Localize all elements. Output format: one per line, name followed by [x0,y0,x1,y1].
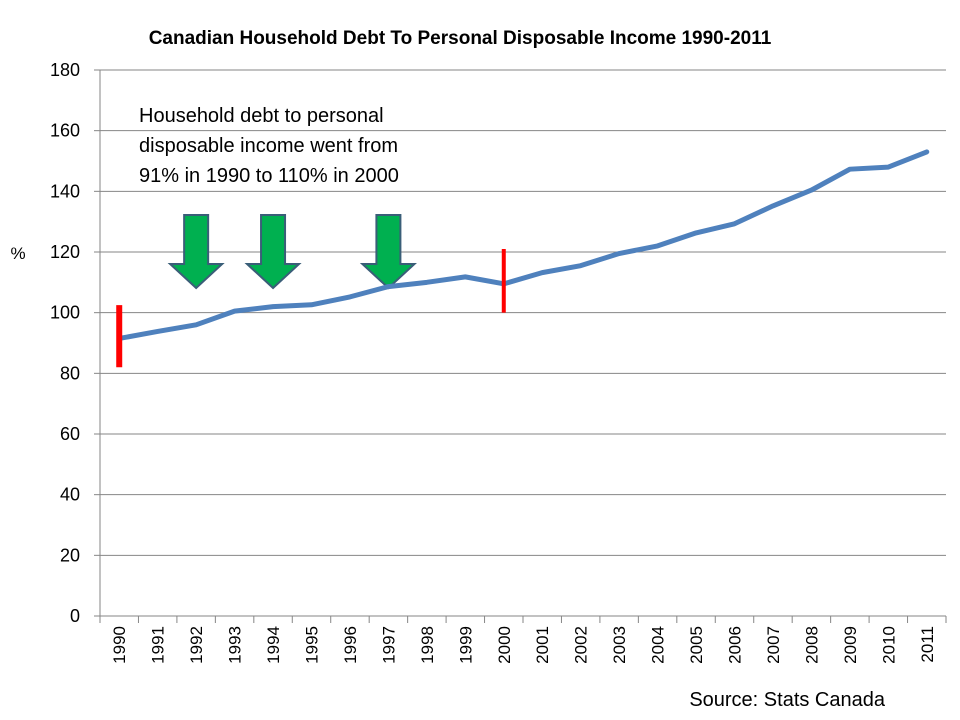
x-tick-label: 2010 [879,626,898,664]
y-tick-label: 60 [60,424,80,444]
series [116,149,930,341]
x-tick-label: 1999 [456,626,475,664]
x-tick-label: 1992 [187,626,206,664]
x-tick-label: 2000 [495,626,514,664]
x-tick-label: 1991 [149,626,168,664]
x-tick-label: 1994 [264,626,283,664]
x-tick-label: 2002 [572,626,591,664]
y-tick-label: 180 [50,60,80,80]
x-tick-label: 2011 [918,626,937,663]
annotation-line: 91% in 1990 to 110% in 2000 [139,165,399,187]
x-tick-label: 2005 [687,626,706,664]
x-tick-label: 1997 [379,626,398,664]
x-axis-ticks: 1990 1991 1992 1993 1994 1995 1996 1997 1998 1999… [99,616,947,664]
x-tick-label: 2001 [533,626,552,664]
x-tick-label: 1998 [418,626,437,664]
x-tick-label: 2007 [764,626,783,664]
chart-title: Canadian Household Debt To Personal Disp… [149,28,772,49]
x-tick-label: 2003 [610,626,629,664]
down-arrow [244,214,302,290]
annotation-text: Household debt to personal disposable in… [139,105,399,187]
series-line [116,149,930,341]
y-tick-label: 40 [60,485,80,505]
y-tick-label: 120 [50,242,80,262]
x-tick-label: 1996 [341,626,360,664]
x-tick-label: 1990 [110,626,129,664]
y-axis-label: % [10,244,25,263]
y-tick-label: 80 [60,363,80,383]
x-tick-label: 2009 [841,626,860,664]
down-arrow [167,214,225,290]
arrow-annotations [167,214,417,290]
x-tick-label: 2006 [726,626,745,664]
annotation-line: Household debt to personal [139,105,384,127]
x-tick-label: 1993 [226,626,245,664]
x-tick-label: 2008 [802,626,821,664]
annotation-line: disposable income went from [139,135,398,157]
x-tick-label: 1995 [303,626,322,664]
y-tick-label: 0 [70,606,80,626]
marker-lines [116,248,506,368]
x-tick-label: 2004 [649,626,668,664]
y-tick-label: 160 [50,121,80,141]
y-axis-ticks: 0 20 40 60 80 100 120 140 160 180 [50,60,100,626]
source-note: Source: Stats Canada [689,689,886,711]
y-tick-label: 140 [50,181,80,201]
y-tick-label: 100 [50,303,80,323]
y-tick-label: 20 [60,545,80,565]
down-arrow [359,214,417,290]
